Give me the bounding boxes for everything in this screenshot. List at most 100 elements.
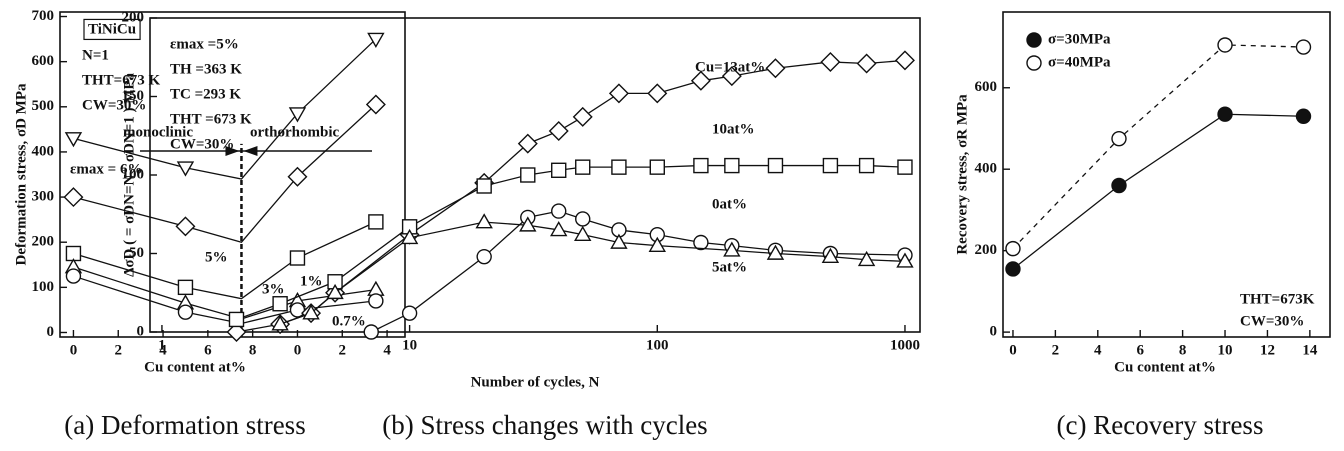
marker [1295,39,1312,55]
marker [289,250,306,266]
marker [326,283,344,300]
annotation: CW=30% [170,136,234,152]
marker [63,187,84,208]
marker [1217,37,1233,53]
marker [611,159,627,175]
caption: (b) Stress changes with cycles [382,410,707,440]
x-tick-label: 4 [1094,342,1102,358]
marker [65,268,82,284]
marker [724,157,740,174]
marker [648,236,666,252]
y-axis-title: Recovery stress, σR MPa [954,94,970,255]
y-tick-label: 0 [990,324,998,340]
marker [476,248,492,265]
y-tick-label: 700 [32,8,55,24]
y-axis-title: ΔσD ( = σDN=N - σDN=1 ) MPa [121,72,137,277]
marker [1217,106,1233,122]
marker [820,51,841,72]
marker [517,133,538,154]
x-tick-label: 12 [1260,342,1275,358]
marker [287,166,308,187]
x-tick-label: 4 [383,342,391,358]
marker [177,304,194,320]
marker [551,203,567,219]
marker [368,293,384,309]
arrow-head [243,146,258,156]
series-label: 0.7% [332,313,366,329]
x-tick-label: 2 [339,342,347,358]
marker [857,250,876,267]
marker [721,66,742,87]
marker [723,241,741,257]
marker [520,167,536,183]
annotation: TH =363 K [170,61,242,77]
marker [288,107,307,123]
annotation: THT=673 K [82,72,160,88]
marker [690,70,711,91]
x-tick-label: 2 [114,342,122,358]
marker [822,157,839,174]
x-tick-label: 8 [1179,342,1187,358]
x-tick-label: 1000 [890,337,920,353]
series-line [1012,44,1304,250]
series-label: 10at% [712,121,755,137]
marker [896,252,914,268]
y-tick-label: 200 [122,9,145,25]
series-line [73,38,377,180]
marker [175,216,196,237]
marker [575,211,591,227]
x-tick-label: 0 [70,342,78,358]
annotation: CW=30% [1240,313,1304,329]
y-tick-label: 500 [32,98,55,114]
y-tick-label: 0 [137,323,145,339]
y-tick-label: 400 [32,143,55,159]
arrow-head [225,146,240,156]
marker [302,304,320,320]
marker [368,214,384,230]
x-tick-label: 10 [402,337,417,353]
series-line [73,221,377,300]
annotation: εmax =5% [170,36,239,52]
marker [693,157,709,174]
series-label: 5% [205,249,228,265]
marker [608,83,629,104]
legend-label: σ=30MPa [1048,31,1111,47]
marker [177,279,194,296]
marker [289,302,306,318]
marker [572,106,593,127]
marker [1005,261,1021,277]
series-label: 5at% [712,259,747,275]
marker [551,162,567,178]
marker [228,311,245,328]
marker [365,94,386,115]
marker [574,225,592,241]
marker [272,296,288,312]
legend-label: σ=40MPa [1048,54,1111,70]
x-tick-label: 0 [294,342,302,358]
marker [548,121,569,142]
marker [1005,240,1021,257]
annotation: TC =293 K [170,86,241,102]
annotation: N=1 [82,47,109,63]
annotation-box [83,18,141,41]
marker [271,315,289,331]
x-tick-label: 2 [1052,342,1060,358]
y-tick-label: 300 [32,189,55,205]
marker [1026,32,1042,48]
annotation: THT=673K [1240,291,1315,307]
x-tick-label: 8 [249,342,257,358]
marker [767,157,784,174]
annotation: THT =673 K [170,111,252,127]
marker [766,244,785,260]
marker [575,159,591,175]
plot-frame [1002,11,1331,338]
x-axis-title: Cu content at% [1114,359,1216,375]
marker [1026,55,1042,71]
marker [401,305,418,321]
marker [176,161,195,177]
marker [1295,108,1312,124]
y-tick-label: 600 [32,53,55,69]
x-tick-label: 1 [158,337,166,353]
x-tick-label: 14 [1302,342,1318,358]
